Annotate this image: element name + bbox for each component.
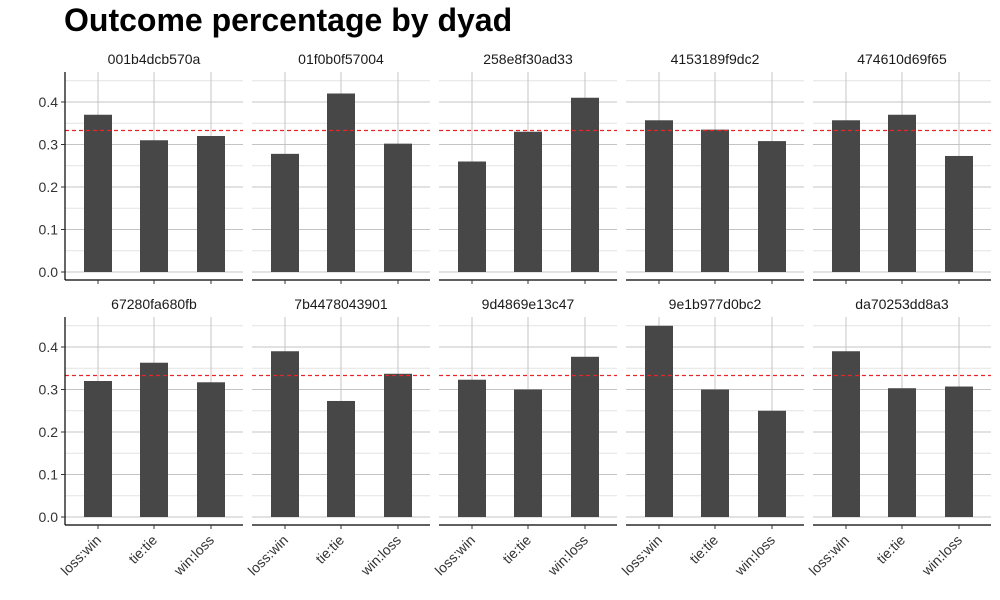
facet-panel: 001b4dcb570a 0.0 0.1 0.2 0.3 0.4 <box>39 51 243 284</box>
facet-label: 7b4478043901 <box>294 296 388 312</box>
bar <box>888 114 916 272</box>
bar <box>832 120 860 273</box>
bar <box>140 140 168 272</box>
facet-label: 01f0b0f57004 <box>298 51 384 67</box>
facet-panel: 01f0b0f57004 <box>252 51 430 284</box>
x-tick-label: loss:win <box>619 532 666 579</box>
x-tick-label: tie:tie <box>499 532 534 567</box>
bar <box>945 155 973 272</box>
x-tick-label: loss:win <box>432 532 479 579</box>
facet-label: 4153189f9dc2 <box>671 51 760 67</box>
bar <box>758 141 786 272</box>
facet-label: da70253dd8a3 <box>855 296 949 312</box>
y-tick-label: 0.0 <box>39 264 59 280</box>
x-tick-label: win:loss <box>357 532 404 579</box>
bar <box>832 351 860 517</box>
facet-panel: 258e8f30ad33 <box>439 51 617 284</box>
x-tick-label: loss:win <box>245 532 292 579</box>
bar <box>888 388 916 517</box>
x-tick-label: loss:win <box>806 532 853 579</box>
bar <box>271 153 299 272</box>
y-tick-label: 0.3 <box>39 137 59 153</box>
bar <box>384 373 412 517</box>
bar <box>327 93 355 272</box>
x-tick-label: win:loss <box>731 532 778 579</box>
bar <box>458 161 486 272</box>
facet-label: 474610d69f65 <box>857 51 947 67</box>
x-tick-label: win:loss <box>170 532 217 579</box>
bar <box>645 120 673 273</box>
bar <box>701 389 729 517</box>
facet-label: 001b4dcb570a <box>108 51 201 67</box>
bar <box>197 136 225 272</box>
facet-label: 9d4869e13c47 <box>482 296 575 312</box>
bar <box>458 379 486 517</box>
facet-label: 258e8f30ad33 <box>483 51 573 67</box>
bar <box>140 362 168 517</box>
bar <box>645 325 673 517</box>
x-tick-label: win:loss <box>918 532 965 579</box>
x-tick-label: tie:tie <box>125 532 160 567</box>
facet-panel: 9d4869e13c47 loss:win tie:tie win:loss <box>432 296 617 579</box>
y-tick-label: 0.4 <box>39 339 59 355</box>
y-tick-label: 0.1 <box>39 222 59 238</box>
facet-panel: 7b4478043901 loss:win tie:tie win:loss <box>245 296 430 579</box>
x-tick-label: tie:tie <box>873 532 908 567</box>
bar <box>571 97 599 272</box>
facet-label: 9e1b977d0bc2 <box>669 296 762 312</box>
bar <box>945 386 973 517</box>
bar <box>197 382 225 517</box>
y-tick-label: 0.2 <box>39 424 59 440</box>
y-tick-label: 0.2 <box>39 179 59 195</box>
bar <box>84 381 112 517</box>
facet-panel: 67280fa680fb loss:win tie:tie win:loss 0.0 0.… <box>39 296 243 579</box>
bar <box>701 129 729 272</box>
bar <box>758 410 786 517</box>
bar <box>327 400 355 517</box>
facet-panel: 9e1b977d0bc2 loss:win tie:tie win:loss <box>619 296 804 579</box>
facet-panel: 4153189f9dc2 <box>626 51 804 284</box>
y-tick-label: 0.0 <box>39 509 59 525</box>
bar <box>571 356 599 517</box>
bar <box>514 389 542 517</box>
facet-label: 67280fa680fb <box>111 296 197 312</box>
x-tick-label: tie:tie <box>312 532 347 567</box>
chart-title: Outcome percentage by dyad <box>64 2 513 38</box>
x-tick-label: win:loss <box>544 532 591 579</box>
bar <box>84 114 112 272</box>
bar <box>384 143 412 272</box>
bar <box>271 351 299 517</box>
facet-panel: da70253dd8a3 loss:win tie:tie win:loss <box>806 296 991 579</box>
y-tick-label: 0.4 <box>39 94 59 110</box>
x-tick-label: loss:win <box>58 532 105 579</box>
x-tick-label: tie:tie <box>686 532 721 567</box>
facet-panel: 474610d69f65 <box>813 51 991 284</box>
bar <box>514 131 542 272</box>
y-tick-label: 0.3 <box>39 382 59 398</box>
y-tick-label: 0.1 <box>39 467 59 483</box>
